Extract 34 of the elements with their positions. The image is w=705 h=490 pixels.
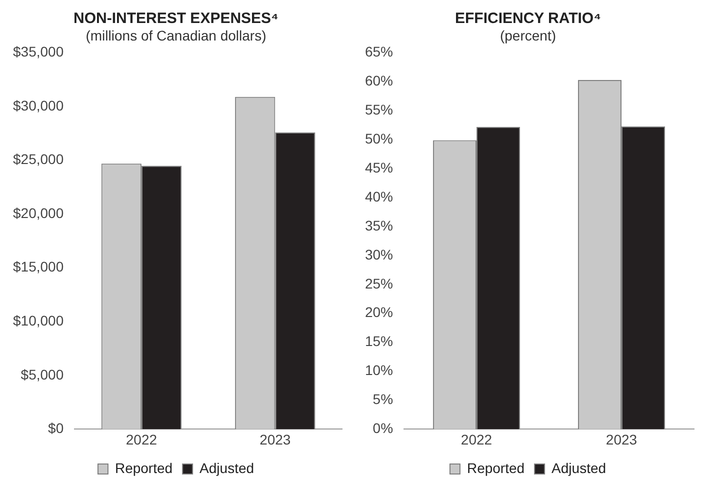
chart-subtitle: (percent) bbox=[500, 27, 556, 44]
y-tick-label: $25,000 bbox=[12, 151, 64, 168]
y-tick-label: $35,000 bbox=[12, 44, 64, 60]
y-tick-label: $15,000 bbox=[12, 258, 64, 275]
legend-label: Reported bbox=[114, 460, 173, 476]
y-tick-label: 30% bbox=[364, 246, 394, 262]
chart-title: EFFICIENCY RATIO⁴ bbox=[454, 10, 602, 28]
y-tick-label: 45% bbox=[364, 159, 394, 176]
legend-label: Reported bbox=[466, 460, 525, 476]
y-tick-label: 20% bbox=[364, 304, 394, 320]
y-tick-label: 15% bbox=[364, 333, 394, 350]
y-tick-label: 55% bbox=[364, 102, 394, 118]
x-tick-label: 2022 bbox=[126, 431, 158, 448]
y-tick-label: 35% bbox=[364, 217, 394, 234]
x-tick-label: 2022 bbox=[460, 431, 492, 448]
y-tick-label: 10% bbox=[364, 362, 394, 378]
x-tick-label: 2023 bbox=[606, 431, 638, 448]
legend-label: Adjusted bbox=[200, 460, 254, 476]
y-tick-label: $0 bbox=[48, 420, 64, 436]
legend-label: Adjusted bbox=[552, 460, 606, 476]
y-tick-label: 60% bbox=[364, 72, 394, 89]
y-tick-label: 5% bbox=[372, 391, 394, 408]
y-tick-label: 0% bbox=[372, 420, 394, 436]
y-tick-label: 40% bbox=[364, 188, 394, 204]
x-tick-label: 2023 bbox=[260, 431, 291, 448]
chart-subtitle: (millions of Canadian dollars) bbox=[86, 27, 266, 44]
y-tick-label: 65% bbox=[364, 44, 394, 60]
y-tick-label: $20,000 bbox=[12, 204, 64, 221]
y-tick-label: $5,000 bbox=[20, 366, 64, 382]
y-tick-label: $30,000 bbox=[12, 97, 64, 114]
y-tick-label: 25% bbox=[364, 275, 394, 292]
y-tick-label: 50% bbox=[364, 130, 394, 147]
chart-title: NON-INTEREST EXPENSES⁴ bbox=[74, 10, 278, 28]
y-tick-label: $10,000 bbox=[12, 312, 64, 329]
